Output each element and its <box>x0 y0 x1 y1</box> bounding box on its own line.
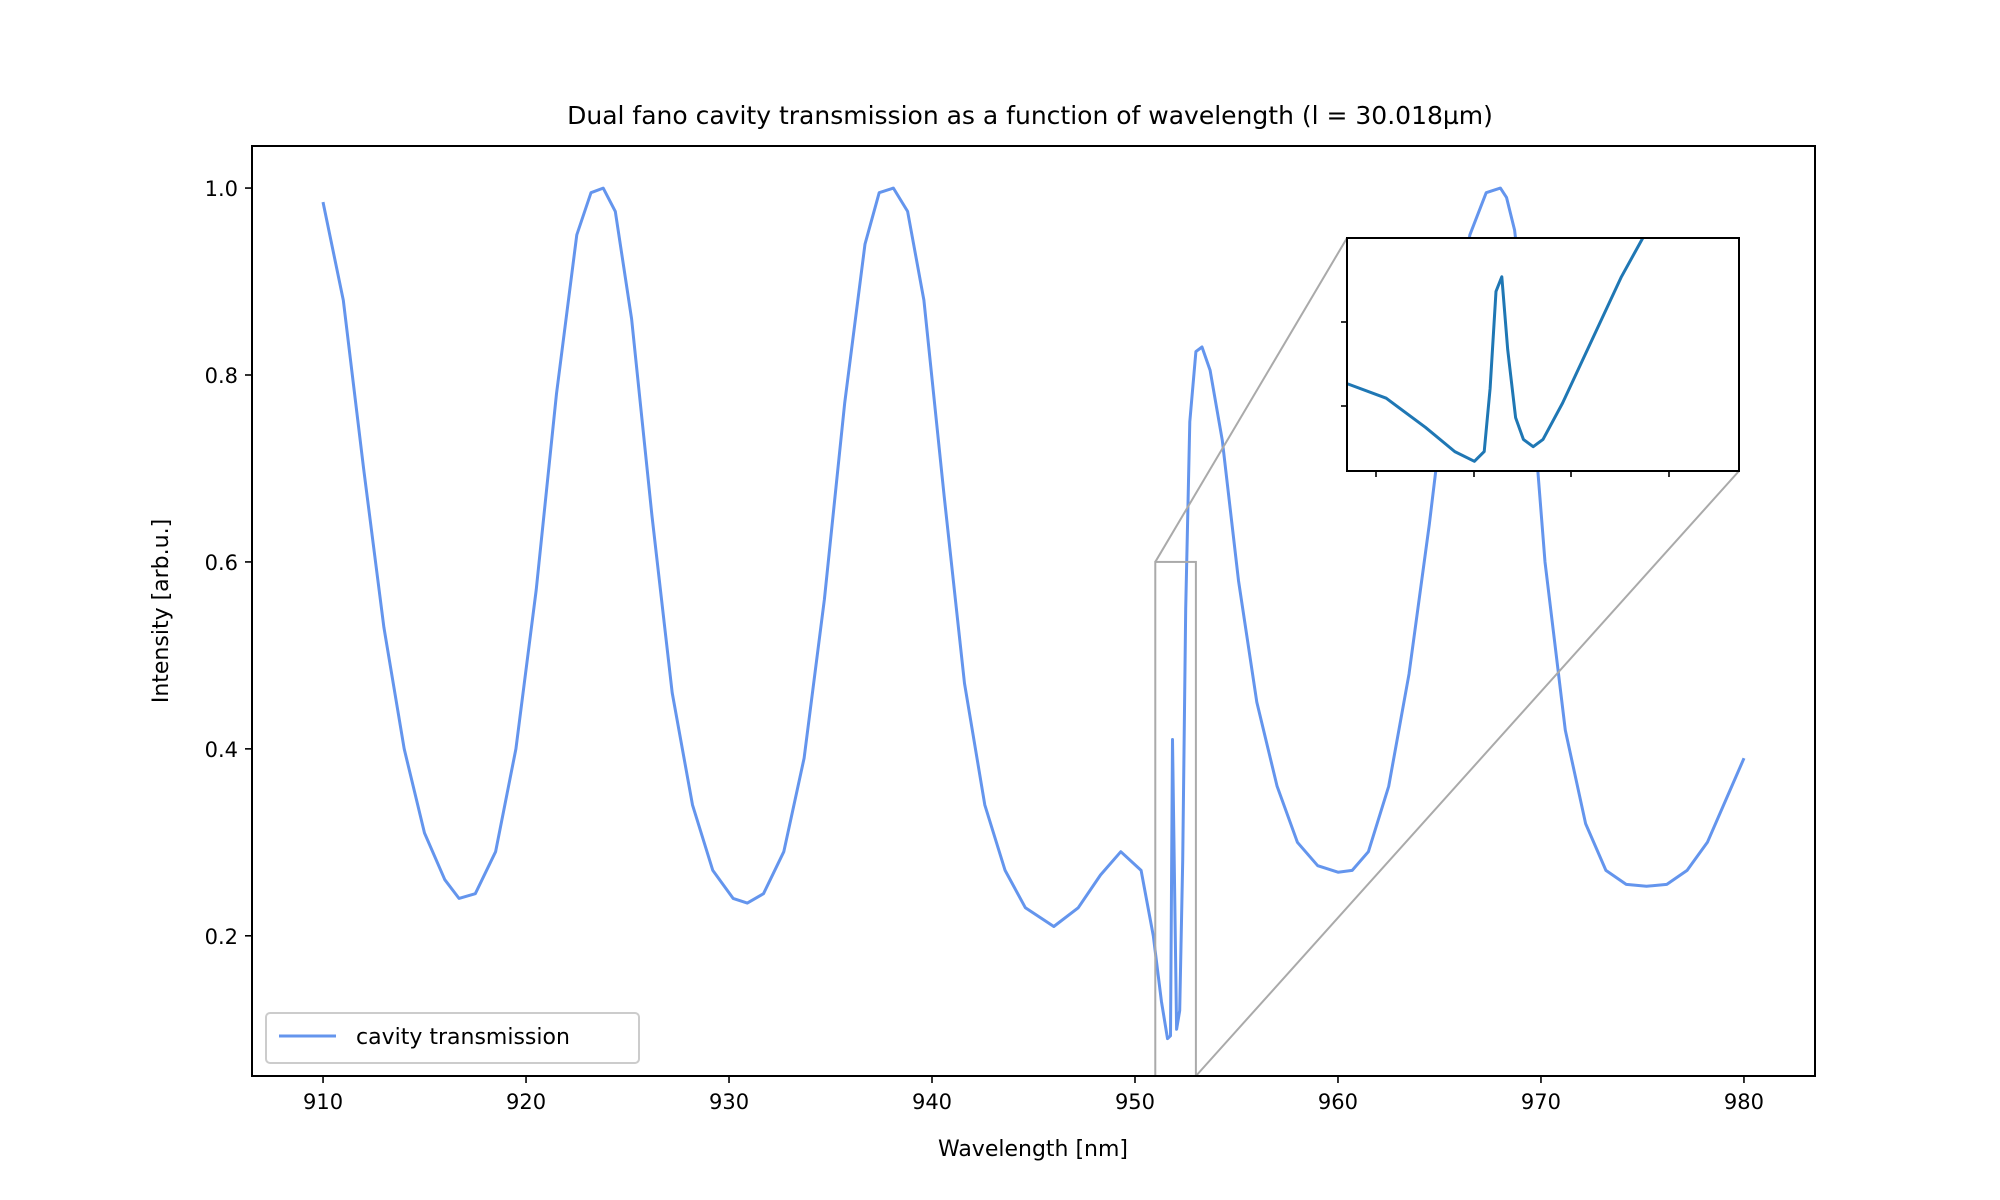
y-tick-label: 0.8 <box>205 364 238 388</box>
inset-background <box>1347 238 1739 471</box>
x-axis: 910 920 930 940 950 960 970 980 <box>303 1076 1764 1114</box>
legend: cavity transmission <box>265 1012 640 1064</box>
x-tick-label: 950 <box>1115 1090 1155 1114</box>
inset-series-line <box>1346 237 1645 463</box>
inset-axes <box>1341 237 1740 477</box>
plot-frame <box>251 145 1816 1077</box>
y-tick-label: 0.6 <box>205 551 238 575</box>
y-tick-label: 0.4 <box>205 738 238 762</box>
x-tick-label: 910 <box>303 1090 343 1114</box>
x-tick-label: 940 <box>912 1090 952 1114</box>
x-tick-label: 970 <box>1521 1090 1561 1114</box>
chart-title: Dual fano cavity transmission as a funct… <box>567 101 1493 130</box>
x-tick-label: 960 <box>1318 1090 1358 1114</box>
y-tick-label: 0.2 <box>205 925 238 949</box>
zoom-connector-line <box>1195 470 1740 1077</box>
y-axis-label: Intensity [arb.u.] <box>149 519 174 703</box>
y-axis: 0.2 0.4 0.6 0.8 1.0 <box>205 177 252 949</box>
x-axis-label: Wavelength [nm] <box>938 1137 1128 1162</box>
legend-label: cavity transmission <box>356 1025 570 1050</box>
plot-area <box>321 186 1746 1041</box>
x-tick-label: 920 <box>506 1090 546 1114</box>
x-tick-label: 980 <box>1724 1090 1764 1114</box>
x-tick-label: 930 <box>709 1090 749 1114</box>
zoom-connector-line <box>1154 237 1348 563</box>
inset-frame <box>1346 237 1740 472</box>
legend-box <box>265 1012 640 1064</box>
series-line-cavity-transmission <box>321 186 1746 1041</box>
y-tick-label: 1.0 <box>205 177 238 201</box>
